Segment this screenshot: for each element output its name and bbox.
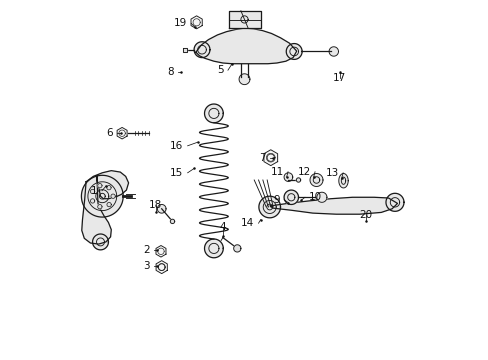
Polygon shape — [385, 193, 403, 211]
Polygon shape — [194, 42, 209, 58]
Polygon shape — [309, 174, 322, 186]
Polygon shape — [204, 239, 223, 258]
Polygon shape — [316, 192, 326, 202]
Polygon shape — [111, 194, 115, 198]
Text: 5: 5 — [217, 65, 223, 75]
Polygon shape — [81, 171, 128, 244]
Text: 11: 11 — [270, 167, 283, 177]
Polygon shape — [228, 11, 260, 28]
Polygon shape — [191, 16, 202, 29]
Polygon shape — [157, 204, 166, 213]
Polygon shape — [338, 174, 347, 188]
Polygon shape — [264, 150, 277, 166]
Polygon shape — [107, 202, 111, 207]
Text: 19: 19 — [173, 18, 186, 28]
Polygon shape — [296, 178, 300, 182]
Text: 1: 1 — [91, 186, 98, 196]
Polygon shape — [204, 104, 223, 123]
Text: 12: 12 — [297, 167, 310, 177]
Text: 3: 3 — [142, 261, 149, 271]
Text: 2: 2 — [142, 245, 149, 255]
Polygon shape — [285, 44, 302, 59]
Text: 20: 20 — [359, 210, 372, 220]
Polygon shape — [196, 28, 296, 64]
Polygon shape — [106, 185, 111, 190]
Text: 6: 6 — [106, 128, 113, 138]
Polygon shape — [182, 48, 186, 52]
Text: 16: 16 — [170, 141, 183, 151]
Text: 9: 9 — [273, 195, 279, 205]
Polygon shape — [156, 261, 167, 274]
Text: 4: 4 — [219, 222, 226, 232]
Polygon shape — [284, 173, 292, 181]
Polygon shape — [156, 246, 165, 257]
Polygon shape — [81, 175, 123, 217]
Polygon shape — [239, 74, 249, 85]
Text: 17: 17 — [332, 73, 346, 84]
Text: 18: 18 — [149, 200, 162, 210]
Text: 15: 15 — [170, 168, 183, 178]
Polygon shape — [117, 127, 127, 139]
Polygon shape — [270, 197, 397, 214]
Text: 14: 14 — [241, 218, 254, 228]
Text: 10: 10 — [309, 192, 322, 202]
Polygon shape — [284, 190, 298, 204]
Polygon shape — [328, 47, 338, 56]
Polygon shape — [98, 204, 102, 209]
Polygon shape — [90, 189, 95, 194]
Polygon shape — [92, 234, 108, 250]
Text: 13: 13 — [325, 168, 338, 178]
Text: 7: 7 — [258, 153, 265, 163]
Polygon shape — [98, 184, 102, 188]
Text: 8: 8 — [166, 67, 173, 77]
Polygon shape — [258, 196, 280, 218]
Polygon shape — [90, 199, 95, 203]
Polygon shape — [233, 245, 241, 252]
Polygon shape — [170, 219, 174, 224]
